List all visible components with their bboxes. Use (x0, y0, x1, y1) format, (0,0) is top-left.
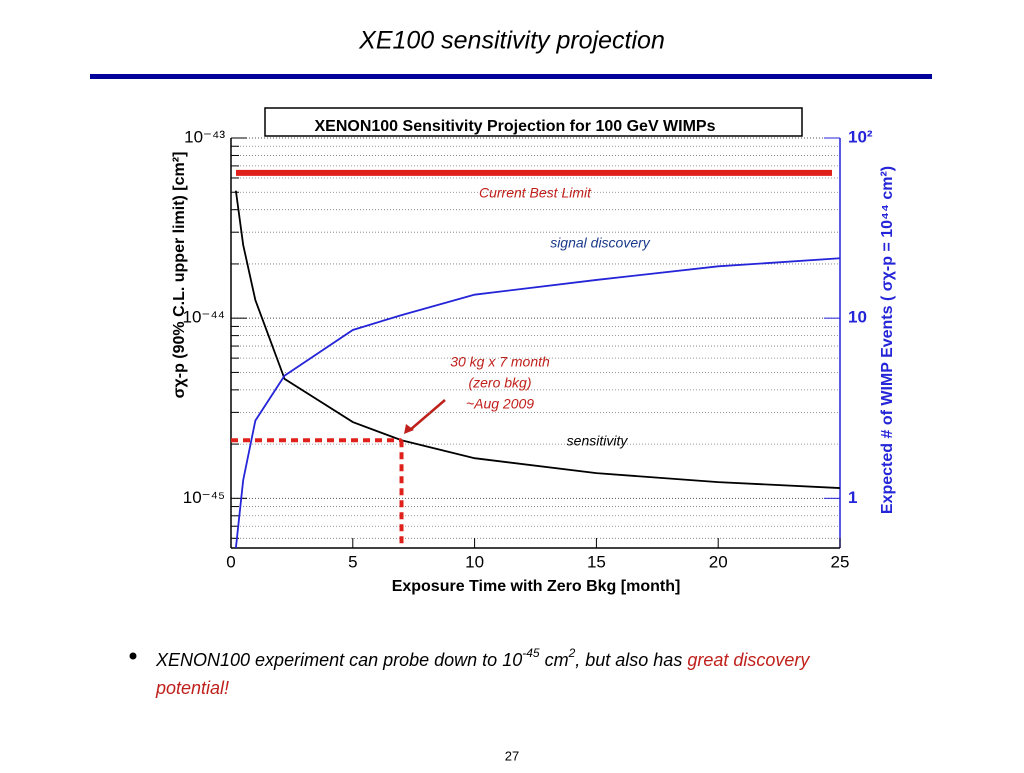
y2-axis-label: Expected # of WIMP Events ( σχ-p = 10⁴⁴ … (879, 166, 896, 514)
bullet-dot (129, 652, 137, 660)
reference-label: Current Best Limit (479, 185, 592, 201)
bullet-text-cont: potential! (155, 678, 229, 698)
text: , but also has (575, 650, 687, 670)
superscript: 2 (568, 646, 576, 660)
y-axis-label: σχ-p (90% C.L. upper limit) [cm²] (171, 152, 188, 399)
x-tick-label: 20 (709, 552, 728, 571)
y2-tick-label: 10² (848, 127, 873, 146)
annotation-text: (zero bkg) (468, 375, 531, 391)
y-tick-label: 10⁻⁴⁵ (183, 488, 225, 507)
x-tick-label: 10 (465, 552, 484, 571)
slide-title: XE100 sensitivity projection (358, 27, 665, 55)
y-tick-label: 10⁻⁴⁴ (183, 308, 226, 327)
x-tick-label: 5 (348, 552, 357, 571)
text: XENON100 experiment can probe down to 10 (155, 650, 522, 670)
series-line (234, 190, 841, 489)
page-number: 27 (505, 748, 519, 763)
bullet-text: XENON100 experiment can probe down to 10… (155, 646, 810, 670)
text: cm (540, 650, 569, 670)
annotation-text: 30 kg x 7 month (450, 354, 550, 370)
annotation-arrowhead (404, 424, 414, 434)
x-tick-label: 15 (587, 552, 606, 571)
chart-title-box (264, 107, 803, 137)
y2-tick-label: 1 (848, 488, 857, 507)
annotation-text: ~Aug 2009 (466, 396, 534, 412)
title-rule (90, 74, 932, 79)
y2-tick-label: 10 (848, 308, 867, 327)
series-label: sensitivity (567, 433, 629, 449)
series-line (234, 257, 841, 549)
x-tick-label: 25 (831, 552, 850, 571)
x-tick-label: 0 (226, 552, 235, 571)
annotation-arrow (409, 399, 446, 431)
chart-title: XENON100 Sensitivity Projection for 100 … (314, 118, 715, 135)
x-axis-label: Exposure Time with Zero Bkg [month] (392, 578, 681, 595)
series-label: signal discovery (550, 235, 651, 251)
highlight-text: great discovery (687, 650, 810, 670)
superscript: -45 (522, 646, 540, 660)
y-tick-label: 10⁻⁴³ (184, 127, 225, 146)
